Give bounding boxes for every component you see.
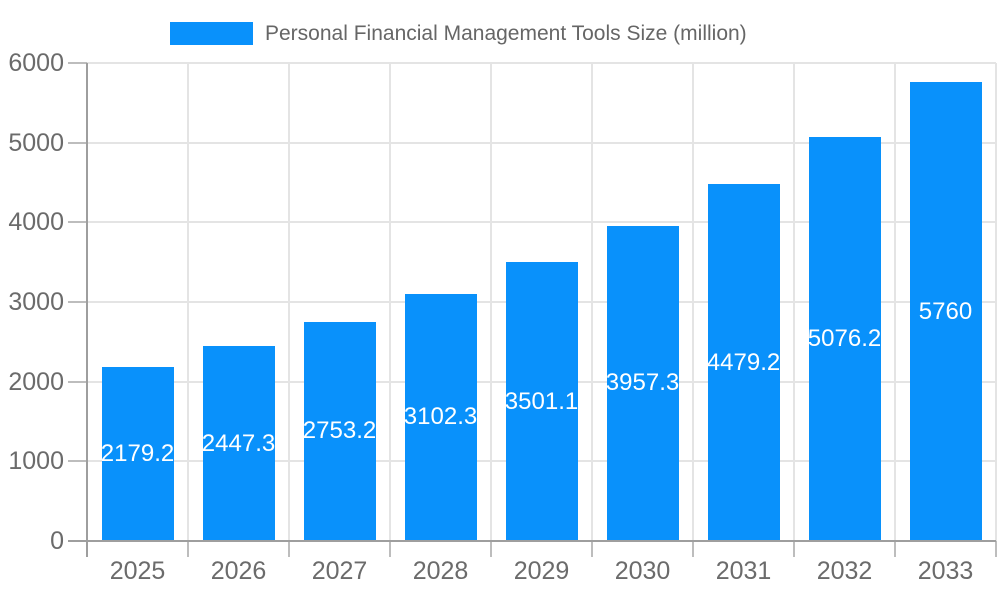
y-tick <box>68 460 87 463</box>
bar-2033[interactable] <box>909 82 982 541</box>
x-tick <box>187 541 189 557</box>
x-axis-label: 2029 <box>513 557 570 585</box>
x-axis-label: 2033 <box>917 557 974 585</box>
x-axis-label: 2027 <box>311 557 368 585</box>
x-tick <box>490 541 492 557</box>
x-gridline <box>490 63 492 541</box>
legend-title[interactable]: Personal Financial Management Tools Size… <box>265 22 747 45</box>
y-axis-label: 5000 <box>8 128 64 157</box>
y-axis-line <box>86 63 88 557</box>
bar-2025[interactable] <box>101 367 174 541</box>
y-tick <box>68 221 87 224</box>
bar-value-label: 3501.1 <box>504 387 579 415</box>
bar-value-label: 5076.2 <box>807 324 882 352</box>
bar-value-label: 5760 <box>918 297 973 325</box>
x-gridline <box>793 63 795 541</box>
y-axis-label: 0 <box>50 527 64 555</box>
legend-swatch[interactable] <box>170 22 253 45</box>
y-tick <box>68 62 87 64</box>
x-gridline <box>288 63 290 541</box>
y-axis-label: 1000 <box>8 447 64 476</box>
chart-legend[interactable]: Personal Financial Management Tools Size… <box>170 21 747 46</box>
bar-value-label: 3102.3 <box>403 403 478 431</box>
y-gridline <box>87 62 996 64</box>
x-tick <box>692 541 694 557</box>
bar-2032[interactable] <box>808 136 881 541</box>
x-tick <box>793 541 795 557</box>
x-gridline <box>591 63 593 541</box>
bar-2026[interactable] <box>202 346 275 541</box>
bar-value-label: 4479.2 <box>706 348 781 376</box>
bar-value-label: 3957.3 <box>605 369 680 397</box>
x-axis-label: 2030 <box>614 557 671 585</box>
bar-value-label: 2447.3 <box>201 429 276 457</box>
bar-2027[interactable] <box>303 321 376 541</box>
x-gridline <box>692 63 694 541</box>
x-tick <box>389 541 391 557</box>
y-axis-label: 2000 <box>8 367 64 396</box>
x-tick <box>995 541 997 557</box>
x-gridline <box>187 63 189 541</box>
y-tick <box>68 141 87 144</box>
x-axis-line <box>68 540 996 542</box>
bar-2030[interactable] <box>606 225 679 541</box>
x-axis-label: 2031 <box>715 557 772 585</box>
x-axis-label: 2026 <box>210 557 267 585</box>
y-gridline <box>87 221 996 224</box>
bar-2031[interactable] <box>707 184 780 541</box>
x-axis-label: 2025 <box>109 557 166 585</box>
y-axis-label: 4000 <box>8 208 64 237</box>
y-tick <box>68 380 87 383</box>
bar-value-label: 2753.2 <box>302 417 377 445</box>
x-gridline <box>894 63 896 541</box>
y-axis-label: 6000 <box>8 49 64 77</box>
x-tick <box>894 541 896 557</box>
x-axis-label: 2032 <box>816 557 873 585</box>
bar-2028[interactable] <box>404 293 477 541</box>
x-tick <box>591 541 593 557</box>
x-gridline <box>389 63 391 541</box>
x-gridline <box>995 63 997 541</box>
y-tick <box>68 301 87 303</box>
y-gridline <box>87 141 996 144</box>
x-tick <box>288 541 290 557</box>
bar-value-label: 2179.2 <box>100 440 175 468</box>
bar-2029[interactable] <box>505 262 578 541</box>
x-axis-label: 2028 <box>412 557 469 585</box>
y-axis-label: 3000 <box>8 288 64 316</box>
